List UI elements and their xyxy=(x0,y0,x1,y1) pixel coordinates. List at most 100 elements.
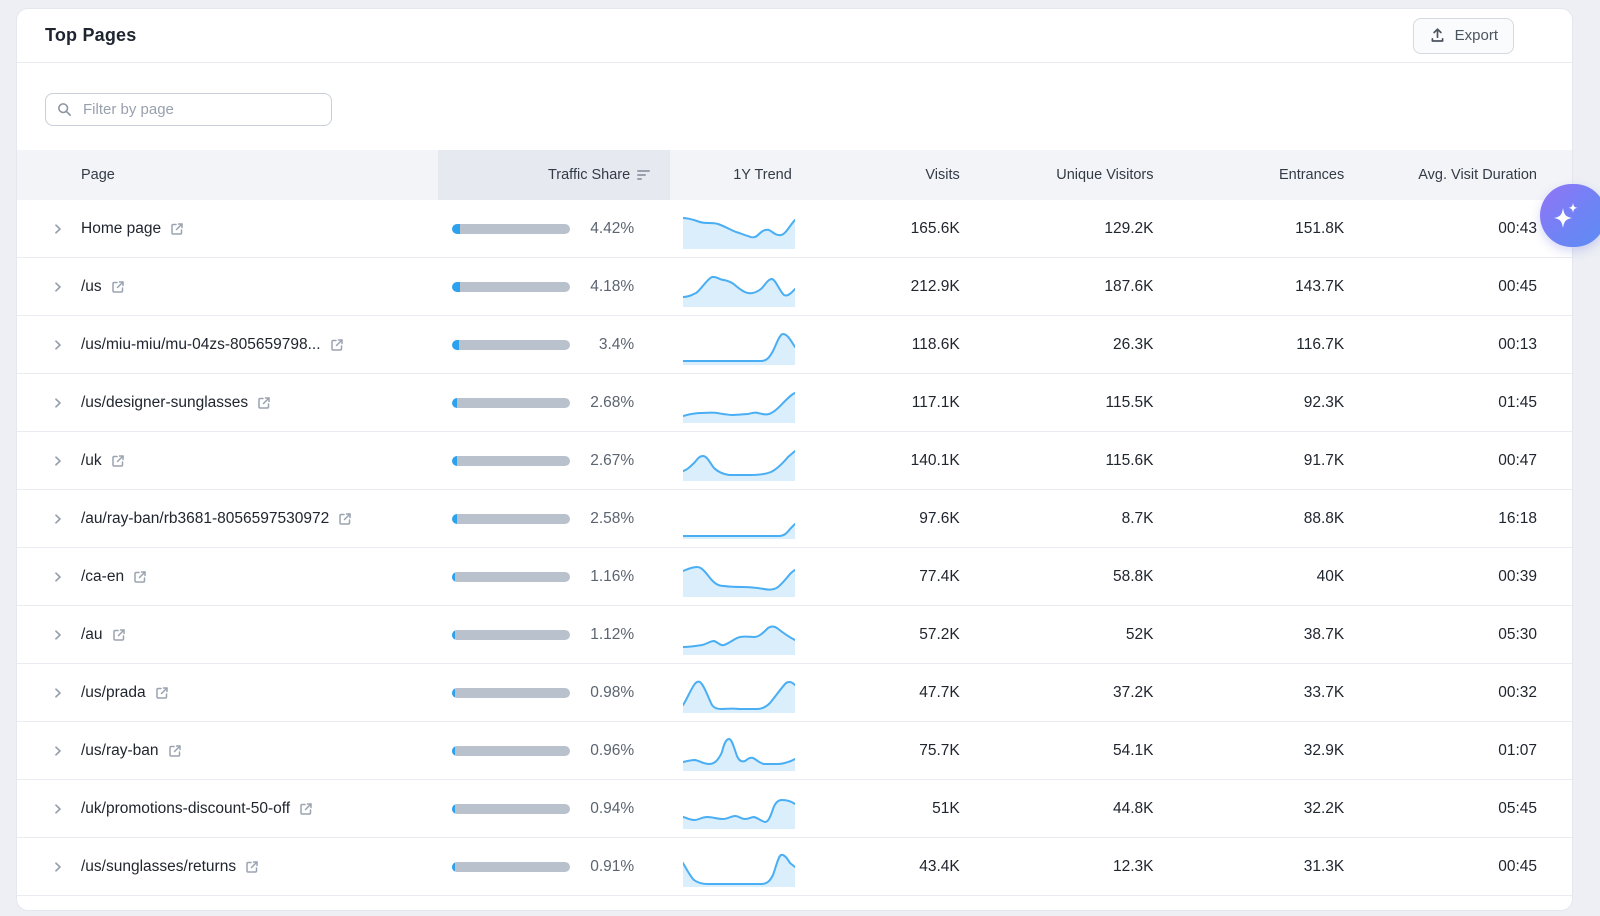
avg-duration-cell: 00:32 xyxy=(1360,684,1572,702)
expand-chevron-icon[interactable] xyxy=(51,744,65,758)
page-link[interactable]: /us/miu-miu/mu-04zs-805659798... xyxy=(81,336,344,354)
table-row: /us/sunglasses/returns 0.91% xyxy=(17,838,1572,896)
expand-chevron-icon[interactable] xyxy=(51,396,65,410)
external-link-icon[interactable] xyxy=(299,802,313,816)
entrances-cell: 33.7K xyxy=(1170,684,1361,702)
expand-chevron-icon[interactable] xyxy=(51,512,65,526)
unique-visitors-value: 8.7K xyxy=(1121,509,1154,527)
unique-visitors-value: 187.6K xyxy=(1104,277,1154,295)
page-path: /us/designer-sunglasses xyxy=(81,393,249,411)
external-link-icon[interactable] xyxy=(170,222,184,236)
expand-chevron-icon[interactable] xyxy=(51,222,65,236)
entrances-value: 38.7K xyxy=(1303,625,1345,643)
avg-duration-cell: 05:30 xyxy=(1360,626,1572,644)
page-link[interactable]: /us/prada xyxy=(81,684,169,702)
export-button[interactable]: Export xyxy=(1412,17,1514,54)
table-row: /uk 2.67% 140.1K xyxy=(17,432,1572,490)
filter-box[interactable] xyxy=(45,93,332,126)
external-link-icon[interactable] xyxy=(338,512,352,526)
expand-chevron-icon[interactable] xyxy=(51,802,65,816)
avg-duration-cell: 00:39 xyxy=(1360,568,1572,586)
page-link[interactable]: /us/ray-ban xyxy=(81,742,182,760)
expand-chevron-icon[interactable] xyxy=(51,628,65,642)
traffic-share-cell: 1.16% xyxy=(438,568,670,586)
page-link[interactable]: /au xyxy=(81,626,126,644)
ai-assistant-button[interactable] xyxy=(1540,184,1600,247)
page-link[interactable]: /ca-en xyxy=(81,568,147,586)
page-cell: /us/ray-ban xyxy=(17,742,438,760)
entrances-cell: 143.7K xyxy=(1170,278,1361,296)
visits-value: 77.4K xyxy=(919,567,960,585)
sparkline-area xyxy=(683,738,796,771)
table-body: Home page 4.42% 1 xyxy=(17,200,1572,896)
traffic-share-bar-fill xyxy=(452,397,458,408)
entrances-value: 143.7K xyxy=(1295,277,1345,295)
external-link-icon[interactable] xyxy=(155,686,169,700)
traffic-share-bar xyxy=(452,455,571,466)
sparkline-line xyxy=(683,275,796,298)
column-header-traffic-share[interactable]: Traffic Share xyxy=(438,150,671,200)
expand-chevron-icon[interactable] xyxy=(51,454,65,468)
external-link-icon[interactable] xyxy=(111,280,125,294)
page-path: Home page xyxy=(81,219,162,237)
table-row: /au 1.12% 57.2K xyxy=(17,606,1572,664)
external-link-icon[interactable] xyxy=(111,454,125,468)
expand-chevron-icon[interactable] xyxy=(51,860,65,874)
unique-visitors-value: 115.5K xyxy=(1105,393,1154,411)
page-link[interactable]: /us xyxy=(81,278,125,296)
expand-chevron-icon[interactable] xyxy=(51,686,65,700)
traffic-share-bar xyxy=(452,281,571,292)
column-header-avg-duration[interactable]: Avg. Visit Duration xyxy=(1418,167,1537,183)
visits-cell: 77.4K xyxy=(855,568,976,586)
traffic-share-cell: 0.96% xyxy=(438,742,670,760)
filter-input[interactable] xyxy=(81,100,320,119)
unique-visitors-cell: 12.3K xyxy=(976,858,1170,876)
entrances-value: 116.7K xyxy=(1296,335,1345,353)
trend-sparkline xyxy=(683,449,796,481)
column-header-entrances[interactable]: Entrances xyxy=(1278,167,1345,183)
page-link[interactable]: /uk xyxy=(81,452,125,470)
table-row: /us/prada 0.98% 4 xyxy=(17,664,1572,722)
avg-duration-value: 05:45 xyxy=(1498,799,1537,817)
traffic-share-cell: 4.18% xyxy=(438,278,670,296)
column-header-page[interactable]: Page xyxy=(81,167,115,183)
external-link-icon[interactable] xyxy=(112,628,126,642)
page-link[interactable]: /au/ray-ban/rb3681-8056597530972 xyxy=(81,510,352,528)
avg-duration-cell: 00:13 xyxy=(1360,336,1572,354)
unique-visitors-cell: 8.7K xyxy=(976,510,1170,528)
external-link-icon[interactable] xyxy=(168,744,182,758)
entrances-cell: 92.3K xyxy=(1170,394,1361,412)
sparkline-area xyxy=(683,854,796,887)
page-cell: /uk xyxy=(17,452,438,470)
traffic-share-bar-fill xyxy=(452,281,460,292)
external-link-icon[interactable] xyxy=(133,570,147,584)
trend-cell xyxy=(670,441,855,481)
column-header-unique-visitors[interactable]: Unique Visitors xyxy=(1056,167,1154,183)
avg-duration-cell: 00:45 xyxy=(1360,278,1572,296)
expand-chevron-icon[interactable] xyxy=(51,338,65,352)
expand-chevron-icon[interactable] xyxy=(51,280,65,294)
external-link-icon[interactable] xyxy=(245,860,259,874)
page-link[interactable]: /us/sunglasses/returns xyxy=(81,858,259,876)
trend-cell xyxy=(670,847,855,887)
column-header-trend[interactable]: 1Y Trend xyxy=(733,167,792,183)
traffic-share-value: 3.4% xyxy=(598,335,635,353)
external-link-icon[interactable] xyxy=(257,396,271,410)
unique-visitors-cell: 187.6K xyxy=(976,278,1170,296)
visits-value: 57.2K xyxy=(919,625,960,643)
entrances-cell: 31.3K xyxy=(1170,858,1361,876)
expand-chevron-icon[interactable] xyxy=(51,570,65,584)
entrances-cell: 32.2K xyxy=(1170,800,1361,818)
page-link[interactable]: /uk/promotions-discount-50-off xyxy=(81,800,313,818)
page-link[interactable]: /us/designer-sunglasses xyxy=(81,394,271,412)
page-link[interactable]: Home page xyxy=(81,220,184,238)
column-header-visits[interactable]: Visits xyxy=(925,167,960,183)
page-path: /uk xyxy=(81,451,102,469)
traffic-share-value: 1.12% xyxy=(590,625,635,643)
external-link-icon[interactable] xyxy=(330,338,344,352)
page-cell: /us/prada xyxy=(17,684,438,702)
page-cell: Home page xyxy=(17,220,438,238)
visits-value: 51K xyxy=(932,799,960,817)
traffic-share-bar-fill xyxy=(452,861,456,872)
unique-visitors-cell: 44.8K xyxy=(976,800,1170,818)
